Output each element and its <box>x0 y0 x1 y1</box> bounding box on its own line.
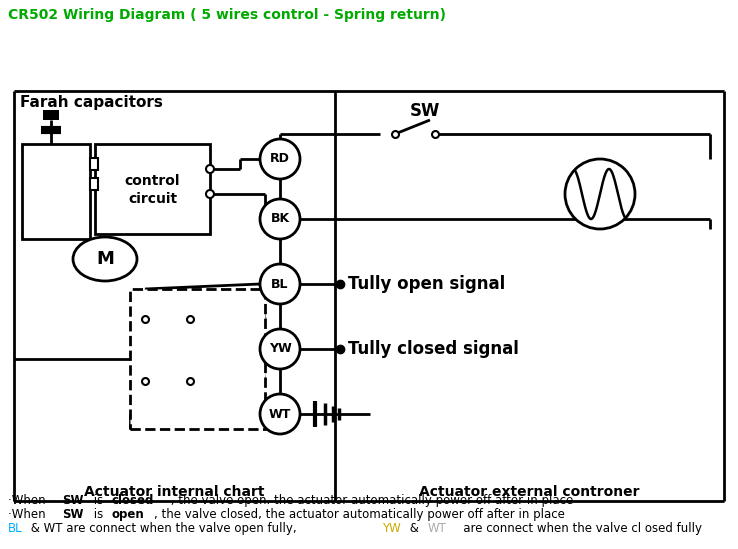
Bar <box>90 158 98 170</box>
Text: CR502 Wiring Diagram ( 5 wires control - Spring return): CR502 Wiring Diagram ( 5 wires control -… <box>8 8 446 22</box>
Circle shape <box>565 159 635 229</box>
Text: is: is <box>89 494 107 507</box>
Text: BK: BK <box>270 212 289 226</box>
Text: circuit: circuit <box>128 192 177 206</box>
Ellipse shape <box>73 237 137 281</box>
Text: ·When: ·When <box>8 494 49 507</box>
Text: YW: YW <box>382 522 401 535</box>
Text: ·When: ·When <box>8 508 49 521</box>
Text: LS.2: LS.2 <box>160 395 190 407</box>
Text: control: control <box>125 174 180 188</box>
Bar <box>43 110 59 120</box>
Text: LS.1: LS.1 <box>160 333 190 345</box>
Text: are connect when the valve cl osed fully: are connect when the valve cl osed fully <box>452 522 703 535</box>
Text: SW: SW <box>62 494 83 507</box>
Bar <box>95 144 210 234</box>
Circle shape <box>260 394 300 434</box>
Circle shape <box>260 264 300 304</box>
Text: BL: BL <box>8 522 23 535</box>
Text: BL: BL <box>272 277 289 290</box>
Text: M: M <box>96 250 114 268</box>
Circle shape <box>260 329 300 369</box>
Text: Farah capacitors: Farah capacitors <box>20 95 163 110</box>
Text: SW: SW <box>410 102 440 120</box>
Text: , the valve closed, the actuator automatically power off after in place: , the valve closed, the actuator automat… <box>154 508 565 521</box>
Text: Actuator external controner: Actuator external controner <box>419 485 640 499</box>
Text: , the valve open. the actuator automatically power off after in place: , the valve open. the actuator automatic… <box>167 494 573 507</box>
Bar <box>130 289 265 429</box>
Text: YW: YW <box>269 343 292 356</box>
Circle shape <box>260 139 300 179</box>
Text: Tully open signal: Tully open signal <box>348 275 506 293</box>
Circle shape <box>206 190 214 198</box>
Bar <box>90 178 98 190</box>
Text: closed: closed <box>111 494 154 507</box>
Bar <box>22 144 90 239</box>
Text: WT: WT <box>428 522 446 535</box>
Text: RD: RD <box>270 153 290 165</box>
Circle shape <box>260 199 300 239</box>
Text: &: & <box>407 522 423 535</box>
Text: Tully closed signal: Tully closed signal <box>348 340 519 358</box>
Text: is: is <box>89 508 107 521</box>
Circle shape <box>206 165 214 173</box>
Text: open: open <box>111 508 145 521</box>
Text: SW: SW <box>62 508 83 521</box>
Text: & WT are connect when the valve open fully,: & WT are connect when the valve open ful… <box>27 522 300 535</box>
Text: WT: WT <box>269 407 292 421</box>
Text: Actuator internal chart: Actuator internal chart <box>84 485 265 499</box>
